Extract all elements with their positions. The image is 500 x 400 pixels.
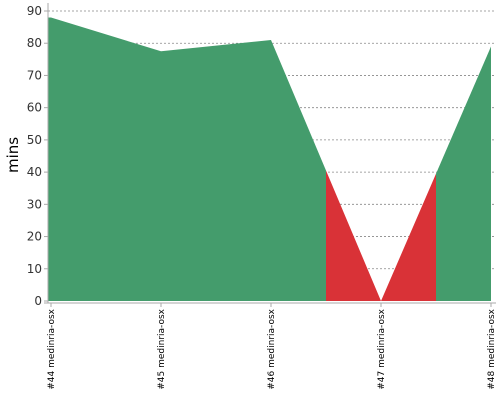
y-tick-label: 20: [27, 230, 42, 244]
x-tick-label: #44 medinria-osx: [47, 308, 57, 389]
area-segment-5: [436, 46, 491, 301]
area-segment-2: [106, 34, 216, 301]
area-segment-4: [326, 170, 436, 301]
y-tick-label: 90: [27, 4, 42, 18]
x-tick-label: #46 medinria-osx: [267, 308, 277, 389]
y-tick-label: 70: [27, 68, 42, 82]
y-tick-label: 30: [27, 197, 42, 211]
y-tick-label: 80: [27, 36, 42, 50]
y-tick-label: 50: [27, 133, 42, 147]
area-series: [48, 17, 491, 301]
x-tick-label: #48 medinria-osx: [487, 308, 497, 389]
y-tick-label: 60: [27, 101, 42, 115]
x-tick-label: #45 medinria-osx: [157, 308, 167, 389]
y-tick-labels: 0 10 20 30 40 50 60 70 80 90: [27, 4, 42, 308]
y-tick-label: 0: [34, 294, 42, 308]
axes: [44, 3, 496, 307]
x-tick-labels: #44 medinria-osx #45 medinria-osx #46 medi…: [47, 308, 497, 389]
area-segment-3: [216, 40, 326, 301]
x-tick-label: #47 medinria-osx: [377, 308, 387, 389]
y-axis-title: mins: [4, 137, 22, 173]
area-segment-1: [48, 17, 106, 301]
y-tick-label: 10: [27, 262, 42, 276]
y-tick-label: 40: [27, 165, 42, 179]
